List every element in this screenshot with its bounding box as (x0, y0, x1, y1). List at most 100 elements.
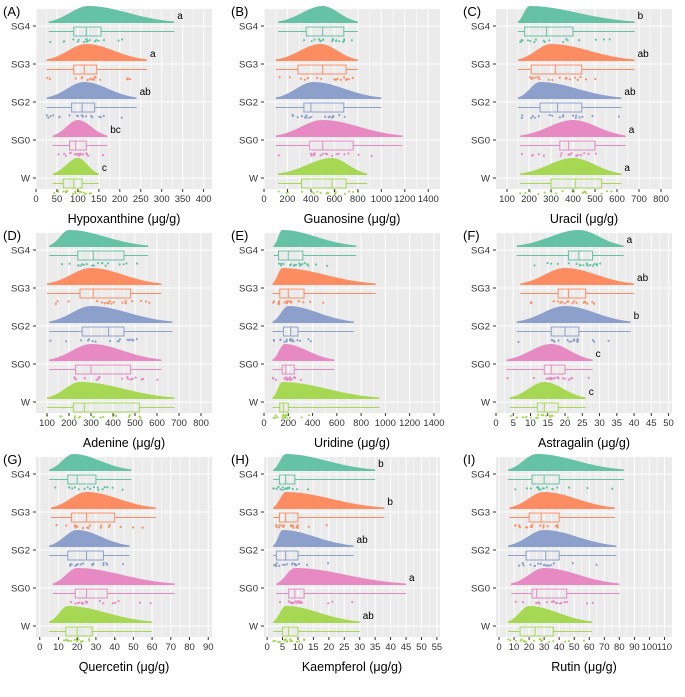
density-cloud (46, 82, 137, 99)
box (539, 102, 583, 113)
data-point (569, 377, 572, 380)
data-point (584, 301, 587, 304)
series-sg4 (278, 6, 358, 44)
x-tick-label: 45 (401, 642, 412, 653)
x-tick-label: 90 (629, 642, 640, 653)
data-point (75, 153, 78, 156)
series-sg2: ab (518, 82, 636, 120)
density-cloud (518, 6, 635, 23)
data-point (321, 38, 324, 42)
data-point (285, 377, 288, 380)
data-point (100, 524, 103, 527)
data-point (335, 153, 338, 156)
x-tick-label: 15 (542, 418, 553, 429)
box (73, 64, 98, 75)
data-point (514, 600, 517, 603)
data-point (88, 39, 91, 42)
data-point (293, 601, 296, 604)
box (281, 364, 295, 375)
data-point (589, 264, 592, 267)
data-point (545, 601, 549, 604)
data-point (583, 152, 586, 155)
data-point (307, 414, 310, 417)
data-point (136, 262, 139, 265)
data-point (309, 340, 312, 343)
data-point (76, 563, 79, 566)
box (519, 626, 554, 637)
x-tick-label: 10 (525, 418, 536, 429)
density-cloud (506, 344, 593, 361)
data-point (128, 339, 131, 342)
y-tick-label: W (481, 174, 490, 185)
x-tick-label: 800 (353, 418, 369, 429)
data-point (303, 78, 307, 81)
data-point (543, 191, 546, 194)
density-cloud (50, 492, 156, 509)
x-tick-label: 0 (261, 418, 266, 429)
density-cloud (508, 454, 624, 471)
x-tick-label: 20 (524, 642, 535, 653)
data-point (273, 564, 276, 567)
data-point (283, 340, 286, 343)
data-point (529, 39, 532, 43)
data-point (86, 40, 89, 43)
density-cloud (273, 454, 376, 471)
x-tick-label: 200 (112, 194, 128, 205)
data-point (573, 339, 576, 342)
data-point (99, 78, 102, 81)
significance-letter: c (102, 163, 107, 174)
data-point (595, 264, 599, 267)
data-point (272, 487, 275, 490)
data-point (99, 116, 102, 119)
data-point (309, 300, 312, 303)
data-point (334, 191, 337, 194)
data-point (73, 416, 76, 419)
significance-letter: ab (140, 87, 152, 98)
significance-letter: a (409, 573, 415, 584)
data-point (529, 563, 532, 566)
box (543, 364, 566, 375)
series-sg0 (52, 568, 175, 605)
data-point (108, 523, 111, 527)
x-tick-label: 35 (370, 642, 381, 653)
data-point (69, 151, 72, 155)
data-point (283, 414, 286, 417)
data-point (550, 564, 553, 567)
data-point (277, 154, 280, 157)
data-point (506, 377, 509, 380)
y-tick-label: SG2 (239, 546, 258, 557)
data-point (542, 564, 546, 567)
series-sg0 (275, 120, 403, 157)
data-point (286, 640, 289, 643)
data-point (278, 600, 282, 604)
data-point (561, 377, 565, 380)
panel-d: (D) SG4 SG3 SG2 SG0 W 100 200 300 400 500 600 700 800… (3, 228, 212, 450)
data-point (357, 153, 360, 156)
data-point (607, 339, 610, 342)
x-tick-label: 70 (166, 642, 177, 653)
data-point (584, 78, 588, 81)
data-point (310, 191, 314, 194)
data-point (305, 116, 308, 119)
data-point (533, 264, 536, 267)
data-point (285, 563, 288, 566)
density-cloud (516, 230, 624, 247)
y-tick-label: SG2 (471, 98, 490, 109)
y-tick-label: W (21, 398, 30, 409)
x-axis-title: Guanosine (μg/g) (304, 212, 401, 226)
x-tick-label: 110 (657, 642, 672, 653)
box (301, 178, 347, 189)
data-point (587, 152, 590, 155)
data-point (566, 339, 569, 342)
data-point (538, 488, 542, 491)
data-point (327, 191, 330, 195)
density-cloud (272, 306, 354, 323)
data-point (560, 152, 563, 155)
data-point (542, 154, 545, 157)
data-point (532, 639, 536, 642)
data-point (320, 77, 323, 80)
data-point (518, 564, 521, 567)
x-axis-title: Rutin (μg/g) (551, 660, 617, 674)
density-cloud (518, 44, 635, 61)
